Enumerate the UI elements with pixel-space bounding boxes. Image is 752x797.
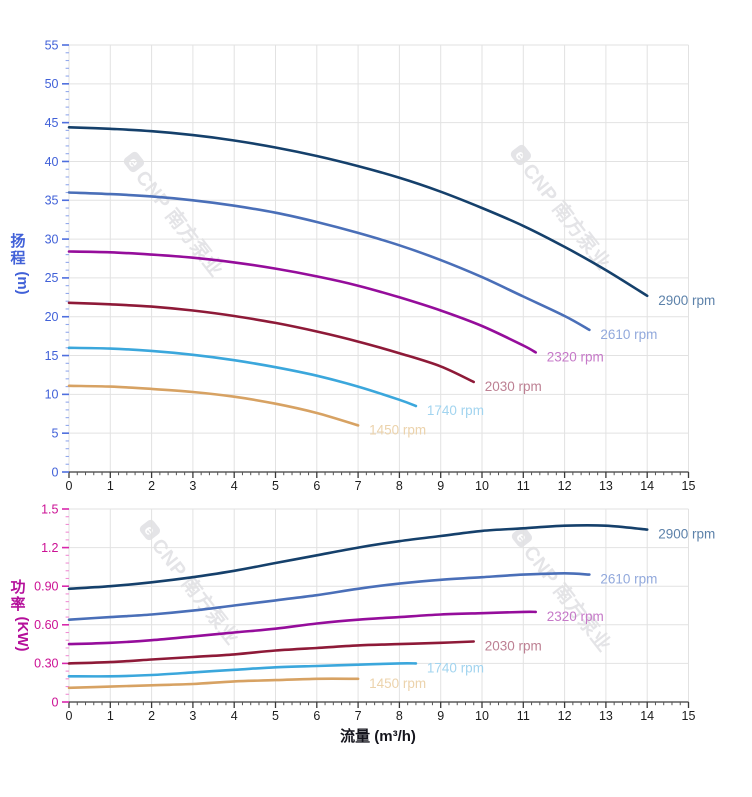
x-tick-label: 6 xyxy=(313,479,320,493)
x-tick-label: 11 xyxy=(517,479,530,493)
x-tick-label: 3 xyxy=(189,479,196,493)
x-tick-label: 5 xyxy=(272,479,279,493)
curve-2610-rpm xyxy=(67,571,591,621)
curve-2030-rpm xyxy=(67,640,475,665)
cnp-watermark-text: CNP 南方泵业 xyxy=(131,166,228,281)
label-2900-rpm: 2900 rpm xyxy=(658,293,715,308)
curve-1740-rpm xyxy=(67,662,418,678)
cnp-logo-icon xyxy=(510,144,532,166)
x-tick-label: 8 xyxy=(396,709,403,723)
cnp-logo-icon xyxy=(139,519,161,541)
curve-2610-rpm xyxy=(67,191,591,332)
y-tick-label: 15 xyxy=(45,349,59,363)
label-1450-rpm: 1450 rpm xyxy=(369,676,426,691)
label-2610-rpm: 2610 rpm xyxy=(600,572,657,587)
x-tick-label: 13 xyxy=(599,709,613,723)
cnp-logo-icon xyxy=(123,151,145,173)
x-tick-label: 4 xyxy=(231,709,238,723)
power-ytitle-char-2: 率 xyxy=(10,595,25,613)
x-tick-label: 15 xyxy=(682,479,696,493)
cnp-logo-icon xyxy=(511,526,533,548)
curve-1450-rpm xyxy=(67,677,360,690)
x-tick-label: 12 xyxy=(558,709,572,723)
y-tick-label: 55 xyxy=(45,38,59,52)
power-y-axis-title: 功 率 (KW) xyxy=(10,579,31,651)
x-tick-label: 12 xyxy=(558,479,572,493)
y-tick-label: 20 xyxy=(45,310,59,324)
x-tick-label: 6 xyxy=(313,709,320,723)
y-tick-label: 0 xyxy=(52,695,59,709)
x-tick-label: 1 xyxy=(107,479,114,493)
curve-1450-rpm xyxy=(67,384,360,427)
x-tick-label: 15 xyxy=(682,709,696,723)
x-tick-label: 4 xyxy=(231,479,238,493)
label-2320-rpm: 2320 rpm xyxy=(547,349,604,364)
curve-2320-rpm xyxy=(67,250,537,354)
y-tick-label: 40 xyxy=(45,155,59,169)
label-2320-rpm: 2320 rpm xyxy=(547,609,604,624)
label-2900-rpm: 2900 rpm xyxy=(658,527,715,542)
x-tick-label: 7 xyxy=(355,479,362,493)
head-chart: 0 1 2 3 4 5 6 7 8 9 10 11 12 13 14 15051015202530354045… xyxy=(45,38,716,493)
x-tick-label: 13 xyxy=(599,479,613,493)
x-tick-label: 0 xyxy=(66,709,73,723)
x-tick-label: 9 xyxy=(437,709,444,723)
label-1740-rpm: 1740 rpm xyxy=(427,403,484,418)
x-tick-label: 0 xyxy=(66,479,73,493)
x-tick-label: 5 xyxy=(272,709,279,723)
x-axis-title: 流量 (m³/h) xyxy=(340,727,416,745)
x-tick-label: 10 xyxy=(475,709,489,723)
y-tick-label: 30 xyxy=(45,232,59,246)
curve-2900-rpm xyxy=(67,126,649,298)
label-2610-rpm: 2610 rpm xyxy=(600,327,657,342)
curve-2900-rpm xyxy=(67,524,649,591)
head-ytitle-char-2: 程 xyxy=(10,250,25,267)
x-tick-label: 2 xyxy=(148,479,155,493)
y-tick-label: 25 xyxy=(45,271,59,285)
y-tick-label: 0.90 xyxy=(34,579,58,593)
cnp-watermark-text: CNP 南方泵业 xyxy=(518,159,615,274)
x-tick-label: 14 xyxy=(640,479,654,493)
label-2030-rpm: 2030 rpm xyxy=(485,379,542,394)
y-tick-label: 0 xyxy=(52,465,59,479)
y-tick-label: 1.5 xyxy=(41,502,58,516)
y-tick-label: 10 xyxy=(45,388,59,402)
y-tick-label: 35 xyxy=(45,194,59,208)
x-tick-label: 2 xyxy=(148,709,155,723)
head-y-axis-title: 扬 程 (m) xyxy=(10,232,31,295)
y-tick-label: 0.60 xyxy=(34,618,58,632)
power-ytitle-char-1: 功 xyxy=(10,579,25,596)
power-ytitle-unit: (KW) xyxy=(14,617,31,652)
x-tick-label: 10 xyxy=(475,479,489,493)
x-tick-label: 3 xyxy=(189,709,196,723)
x-tick-label: 1 xyxy=(107,709,114,723)
power-chart: 0 1 2 3 4 5 6 7 8 9 10 11 12 13 14 1500.300.600.901.21.… xyxy=(34,502,715,723)
y-tick-label: 50 xyxy=(45,77,59,91)
x-tick-label: 7 xyxy=(355,709,362,723)
y-tick-label: 1.2 xyxy=(41,541,58,555)
x-tick-label: 9 xyxy=(437,479,444,493)
label-1450-rpm: 1450 rpm xyxy=(369,422,426,437)
head-ytitle-char-1: 扬 xyxy=(10,232,25,250)
x-tick-label: 14 xyxy=(640,709,654,723)
x-tick-label: 8 xyxy=(396,479,403,493)
label-2030-rpm: 2030 rpm xyxy=(485,639,542,654)
curve-1740-rpm xyxy=(67,346,418,408)
head-ytitle-unit: (m) xyxy=(14,271,31,294)
y-tick-label: 45 xyxy=(45,116,59,130)
label-1740-rpm: 1740 rpm xyxy=(427,660,484,675)
x-tick-label: 11 xyxy=(517,709,530,723)
y-tick-label: 0.30 xyxy=(34,657,58,671)
curve-2320-rpm xyxy=(67,610,537,646)
y-tick-label: 5 xyxy=(52,426,59,440)
curve-2030-rpm xyxy=(67,301,475,384)
